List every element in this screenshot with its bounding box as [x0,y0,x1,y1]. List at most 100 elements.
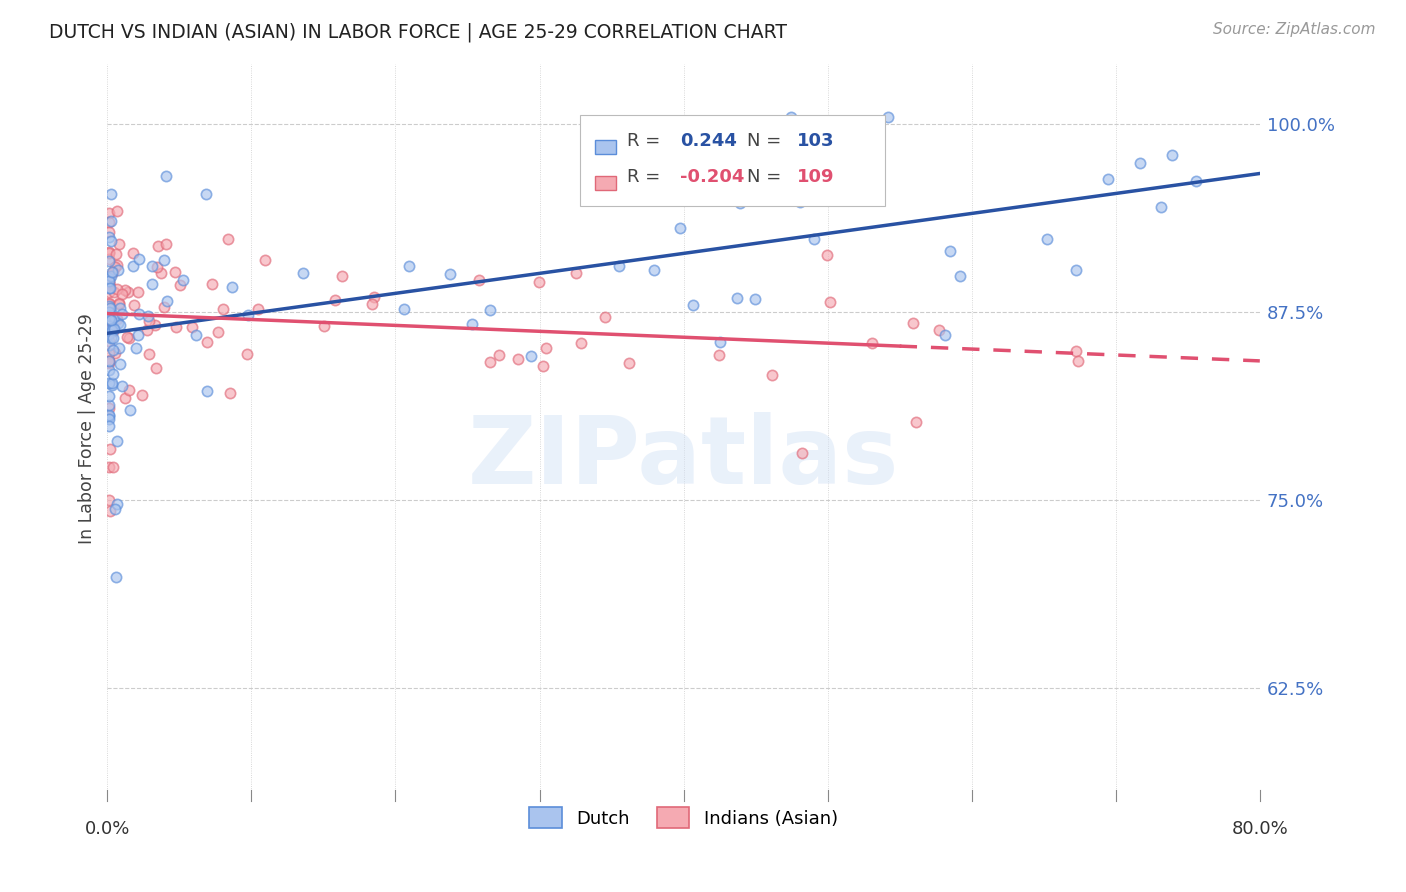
Point [127,328,149,343]
Point [100,312,122,326]
Point [108,237,131,252]
Point [527,275,550,289]
Point [104,570,127,584]
Point [101,331,124,345]
Point [97,253,120,268]
Point [236,308,259,322]
Point [815,247,838,261]
Point [105,434,128,448]
Point [479,303,502,318]
Point [153,300,176,314]
Point [323,293,346,307]
Point [682,298,704,312]
Point [1150,200,1173,214]
Point [236,346,259,360]
Text: Source: ZipAtlas.com: Source: ZipAtlas.com [1212,22,1375,37]
Point [97,275,120,289]
Point [1066,344,1088,359]
Point [101,265,124,279]
Point [97,296,120,310]
Point [122,259,145,273]
Point [98,326,121,340]
Point [650,190,672,204]
Point [97,354,120,368]
Point [138,309,160,323]
Point [169,277,191,292]
Legend: Dutch, Indians (Asian): Dutch, Indians (Asian) [522,800,845,836]
Point [104,345,127,359]
Point [108,341,131,355]
Point [97,268,120,283]
Point [108,318,131,332]
Point [103,310,125,324]
Point [100,234,122,248]
Point [709,334,731,349]
Point [107,316,129,330]
Point [122,298,145,312]
Point [531,359,554,373]
Text: R =: R = [627,132,661,150]
FancyBboxPatch shape [595,139,616,153]
Point [97,252,120,267]
Point [115,330,138,344]
Point [1128,156,1150,170]
Point [97,408,120,422]
Point [845,177,868,191]
Point [97,277,120,292]
Point [195,186,218,201]
Text: 0.0%: 0.0% [84,821,131,838]
FancyBboxPatch shape [579,115,886,206]
Point [643,262,665,277]
Point [97,326,120,341]
Point [98,459,121,474]
Point [98,504,121,518]
Point [789,195,811,210]
Point [97,305,120,319]
Point [108,357,131,371]
Point [392,301,415,316]
Point [330,268,353,283]
Point [114,283,136,297]
Point [607,260,630,274]
Point [221,280,243,294]
Point [1184,174,1206,188]
Point [125,341,148,355]
Text: ZIPatlas: ZIPatlas [468,412,900,504]
Point [254,252,277,267]
Point [105,497,128,511]
Point [97,225,120,239]
Point [730,195,752,210]
Point [101,319,124,334]
Point [97,277,120,292]
Point [155,169,177,184]
Point [398,259,420,273]
Point [155,237,177,252]
Point [165,320,187,334]
Point [1097,172,1119,186]
Point [97,323,120,337]
Point [97,272,120,286]
Point [97,376,120,390]
Point [779,110,801,124]
Point [100,269,122,284]
Point [141,277,163,291]
Point [97,346,120,360]
Point [97,323,120,337]
Point [98,492,121,507]
Point [508,352,530,367]
Point [536,341,558,355]
Point [100,214,122,228]
Text: 80.0%: 80.0% [1232,821,1288,838]
Point [97,356,120,370]
Point [617,355,640,369]
Text: 103: 103 [797,132,834,150]
Point [97,338,120,352]
Point [110,301,132,315]
Point [195,384,218,398]
Point [97,297,120,311]
Point [569,335,592,350]
Point [97,301,120,315]
Point [467,273,489,287]
Point [97,245,120,260]
Point [246,301,269,316]
